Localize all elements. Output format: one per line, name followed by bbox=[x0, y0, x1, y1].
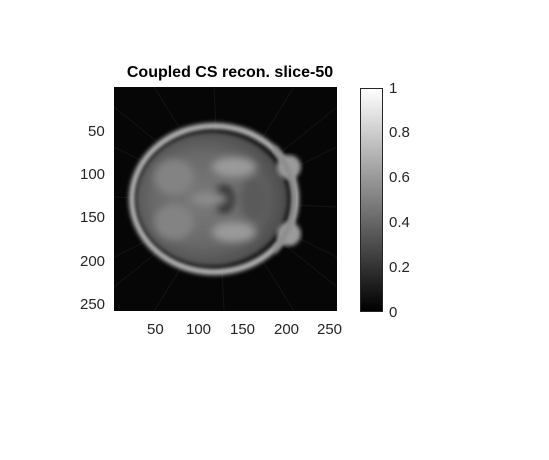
x-tick-label: 150 bbox=[230, 321, 256, 338]
x-tick-label: 250 bbox=[317, 321, 343, 338]
colorbar-tick-label: 0.4 bbox=[389, 214, 410, 231]
plot-title: Coupled CS recon. slice-50 bbox=[126, 64, 334, 81]
colorbar-tick-label: 0.6 bbox=[389, 169, 410, 186]
image-axes bbox=[114, 87, 337, 311]
y-tick-label: 100 bbox=[80, 166, 106, 183]
y-tick-label: 150 bbox=[80, 209, 106, 226]
colorbar bbox=[360, 88, 383, 312]
colorbar-tick-label: 1 bbox=[389, 80, 398, 97]
colorbar-tick-label: 0.2 bbox=[389, 259, 410, 276]
x-tick-label: 200 bbox=[274, 321, 300, 338]
y-tick-label: 250 bbox=[80, 296, 106, 313]
y-tick-label: 200 bbox=[80, 253, 106, 270]
brain-structures bbox=[154, 157, 268, 242]
colorbar-tick-label: 0.8 bbox=[389, 124, 410, 141]
x-tick-label: 50 bbox=[147, 321, 164, 338]
y-tick-label: 50 bbox=[88, 123, 105, 140]
colorbar-tick-label: 0 bbox=[389, 304, 398, 321]
brain-mri-slice bbox=[114, 87, 337, 311]
x-tick-label: 100 bbox=[186, 321, 212, 338]
